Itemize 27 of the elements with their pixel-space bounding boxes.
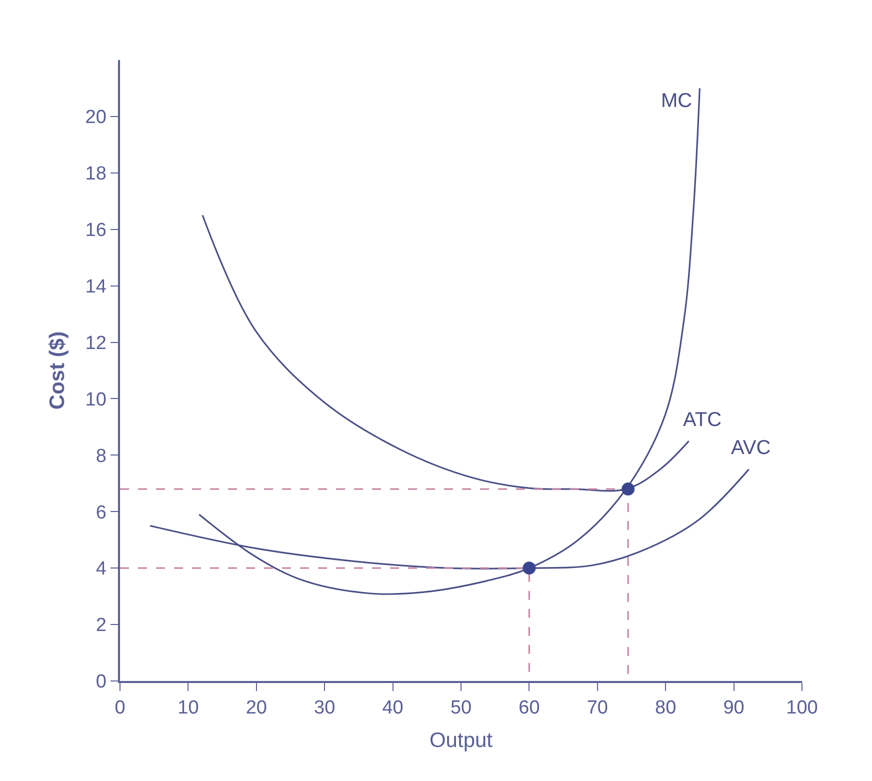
x-tick-label: 20	[246, 698, 267, 719]
x-tick-label: 100	[786, 698, 818, 719]
x-tick-label: 50	[450, 698, 472, 719]
y-tick-label: 14	[85, 276, 107, 298]
x-tick-label: 90	[723, 698, 744, 719]
x-tick-label: 40	[382, 698, 404, 719]
x-tick-label: 80	[655, 698, 676, 719]
x-tick-label: 30	[314, 698, 336, 719]
y-tick-label: 2	[96, 615, 106, 636]
y-tick-label: 6	[96, 502, 106, 524]
x-tick-label: 0	[114, 698, 126, 719]
x-tick-label: 60	[518, 698, 540, 719]
y-tick-label: 20	[85, 107, 106, 128]
y-tick-label: 0	[96, 672, 106, 693]
y-tick-label: 4	[96, 558, 107, 580]
x-axis-title: Output	[429, 729, 493, 752]
y-tick-label: 18	[85, 164, 106, 185]
series-label: ATC	[683, 409, 722, 431]
x-tick-label: 70	[586, 698, 608, 719]
y-tick-label: 12	[85, 332, 106, 354]
y-axis-title: Cost ($)	[46, 331, 69, 410]
series-label: AVC	[731, 437, 771, 459]
y-tick-label: 16	[85, 220, 106, 242]
x-tick-label: 10	[178, 698, 199, 719]
y-tick-label: 10	[85, 389, 106, 410]
series-label: MC	[661, 90, 692, 112]
y-tick-label: 8	[96, 446, 106, 467]
